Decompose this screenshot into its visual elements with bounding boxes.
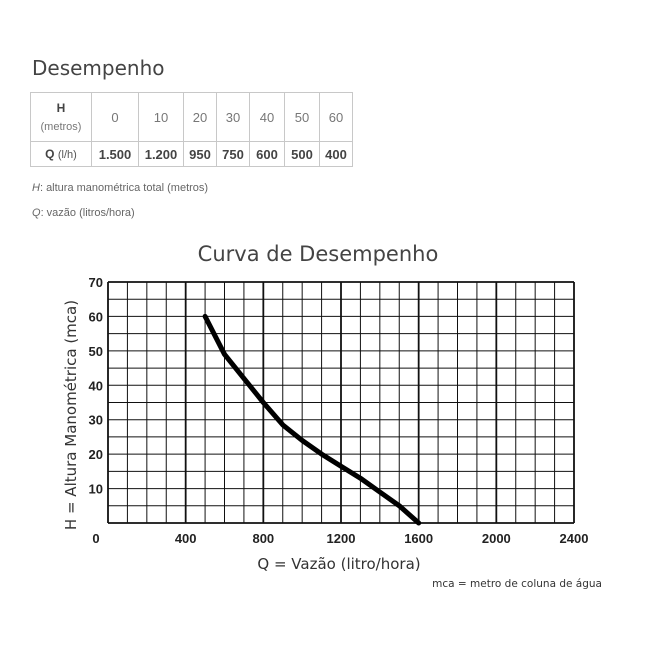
x-tick-label: 1200 bbox=[327, 531, 356, 546]
q-unit: (l/h) bbox=[57, 149, 77, 161]
performance-table: H (metros) 0 10 20 30 40 50 60 Q (l/h) 1… bbox=[30, 92, 353, 167]
y-tick-label: 10 bbox=[89, 482, 103, 497]
y-tick-label: 30 bbox=[89, 413, 103, 428]
q-cell: 1.500 bbox=[91, 141, 139, 167]
q-cell: 400 bbox=[319, 141, 353, 167]
y-axis-label: H = Altura Manométrica (mca) bbox=[62, 300, 80, 530]
y-tick-label: 70 bbox=[89, 275, 103, 290]
note-h-symbol: H bbox=[32, 182, 40, 194]
note-h-text: : altura manométrica total (metros) bbox=[39, 182, 209, 194]
q-label: Q bbox=[45, 147, 55, 161]
x-tick-label: 400 bbox=[175, 531, 197, 546]
performance-chart: Curva de Desempenho 0 400 800 1200 1600 2000 2… bbox=[62, 242, 602, 590]
h-cell: 20 bbox=[183, 92, 217, 142]
chart-title: Curva de Desempenho bbox=[198, 242, 439, 266]
y-tick-label: 50 bbox=[89, 344, 103, 359]
h-label: H bbox=[56, 101, 66, 115]
x-tick-label: 2000 bbox=[482, 531, 511, 546]
h-cell: 50 bbox=[284, 92, 320, 142]
y-tick-label: 40 bbox=[89, 378, 103, 393]
table-row-q: Q (l/h) 1.500 1.200 950 750 600 500 400 bbox=[30, 141, 353, 167]
h-header-cell: H (metros) bbox=[30, 92, 92, 142]
chart-grid bbox=[107, 281, 575, 524]
chart-ticks: 0 400 800 1200 1600 2000 2400 10 20 30 40 50 60 70 bbox=[89, 275, 589, 546]
q-cell: 750 bbox=[216, 141, 250, 167]
x-tick-label: 0 bbox=[92, 531, 99, 546]
q-header-cell: Q (l/h) bbox=[30, 141, 92, 167]
h-unit: (metros) bbox=[40, 121, 82, 133]
q-cell: 950 bbox=[183, 141, 217, 167]
h-cell: 30 bbox=[216, 92, 250, 142]
h-cell: 0 bbox=[91, 92, 139, 142]
h-cell: 40 bbox=[249, 92, 285, 142]
note-q-text: : vazão (litros/hora) bbox=[40, 207, 135, 219]
table-row-h: H (metros) 0 10 20 30 40 50 60 bbox=[30, 92, 353, 142]
h-cell: 60 bbox=[319, 92, 353, 142]
note-q-symbol: Q bbox=[32, 207, 41, 219]
note-q: Q: vazão (litros/hora) bbox=[32, 207, 135, 219]
chart-footnote: mca = metro de coluna de água bbox=[432, 578, 602, 590]
h-cell: 10 bbox=[138, 92, 184, 142]
x-tick-label: 1600 bbox=[404, 531, 433, 546]
series-line bbox=[202, 313, 422, 526]
x-tick-label: 2400 bbox=[560, 531, 589, 546]
q-cell: 1.200 bbox=[138, 141, 184, 167]
q-cell: 600 bbox=[249, 141, 285, 167]
x-tick-label: 800 bbox=[252, 531, 274, 546]
x-axis-label: Q = Vazão (litro/hora) bbox=[257, 555, 420, 573]
note-h: H: altura manométrica total (metros) bbox=[32, 182, 208, 194]
section-title: Desempenho bbox=[32, 56, 165, 80]
q-cell: 500 bbox=[284, 141, 320, 167]
y-tick-label: 60 bbox=[89, 309, 103, 324]
y-tick-label: 20 bbox=[89, 447, 103, 462]
